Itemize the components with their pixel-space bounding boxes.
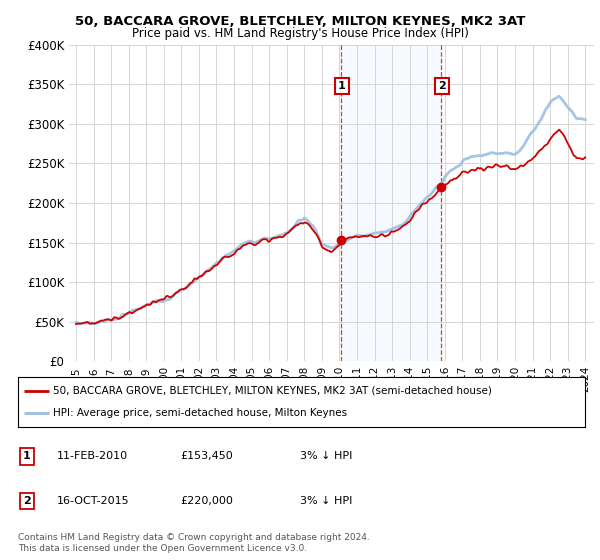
Text: 3% ↓ HPI: 3% ↓ HPI: [300, 451, 352, 461]
Text: 1: 1: [338, 81, 346, 91]
Bar: [341, 45, 441, 361]
Text: HPI: Average price, semi-detached house, Milton Keynes: HPI: Average price, semi-detached house,…: [53, 408, 347, 418]
Text: 2: 2: [438, 81, 446, 91]
Text: £153,450: £153,450: [180, 451, 233, 461]
Text: 3% ↓ HPI: 3% ↓ HPI: [300, 496, 352, 506]
Text: Price paid vs. HM Land Registry's House Price Index (HPI): Price paid vs. HM Land Registry's House …: [131, 27, 469, 40]
Text: 1: 1: [23, 451, 31, 461]
Text: £220,000: £220,000: [180, 496, 233, 506]
Text: 16-OCT-2015: 16-OCT-2015: [57, 496, 130, 506]
Text: Contains HM Land Registry data © Crown copyright and database right 2024.
This d: Contains HM Land Registry data © Crown c…: [18, 533, 370, 553]
Text: 2: 2: [23, 496, 31, 506]
Text: 50, BACCARA GROVE, BLETCHLEY, MILTON KEYNES, MK2 3AT (semi-detached house): 50, BACCARA GROVE, BLETCHLEY, MILTON KEY…: [53, 386, 492, 396]
Text: 11-FEB-2010: 11-FEB-2010: [57, 451, 128, 461]
Text: 50, BACCARA GROVE, BLETCHLEY, MILTON KEYNES, MK2 3AT: 50, BACCARA GROVE, BLETCHLEY, MILTON KEY…: [75, 15, 525, 27]
